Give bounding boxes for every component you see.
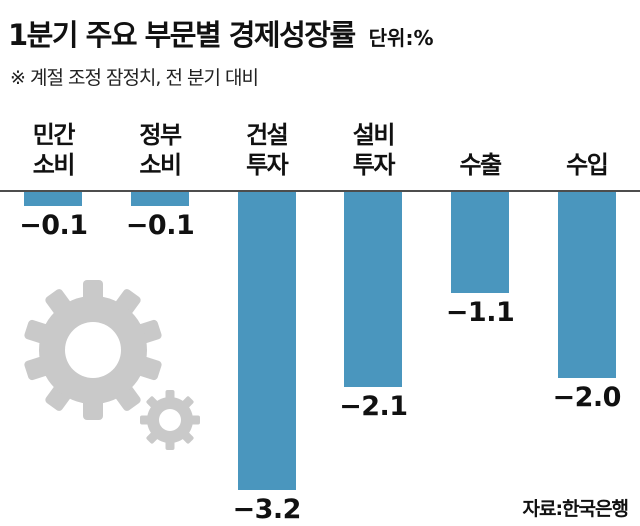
category-label: 민간 소비 [32,121,76,179]
unit-label: 단위:% [368,26,434,50]
chart-subtitle: ※ 계절 조정 잠정치, 전 분기 대비 [10,67,259,89]
chart-column: 건설 투자 −3.2 [213,96,320,525]
gears-icon [23,280,200,450]
source-label: 자료:한국은행 [522,498,629,520]
value-label: −0.1 [125,210,195,241]
bar [131,190,189,206]
value-label: −2.0 [552,381,621,413]
chart-column: 민간 소비 −0.1 [0,96,107,525]
value-label: −0.1 [19,210,88,241]
value-label: −3.2 [232,494,301,525]
bar-chart: 민간 소비 −0.1 정부 소비 −0.1 건설 투자 −3.2 설비 투자 −2.1 수출 −1.1 수입… [0,96,640,525]
chart-column: 정부 소비 −0.1 [107,96,214,525]
page-title: 1분기 주요 부문별 경제성장률 [8,18,356,52]
value-label: −1.1 [445,297,515,329]
bar [237,190,296,490]
value-label: −2.1 [339,390,408,422]
gear-large-icon [23,280,163,420]
bar [24,190,83,206]
chart-baseline [0,190,640,192]
category-label: 정부 소비 [139,121,182,179]
chart-column: 수출 −1.1 [427,96,534,525]
category-label: 건설 투자 [246,121,289,179]
gear-small-icon [140,390,200,450]
bar [557,190,616,378]
chart-column: 수입 −2.0 [533,96,640,525]
category-label: 설비 투자 [352,121,396,179]
chart-column: 설비 투자 −2.1 [320,96,427,525]
bar [451,190,510,294]
chart-header: 1분기 주요 부문별 경제성장률 단위:% [0,0,640,54]
category-label: 수입 [566,150,609,179]
bar [344,190,403,387]
category-label: 수출 [459,150,502,179]
